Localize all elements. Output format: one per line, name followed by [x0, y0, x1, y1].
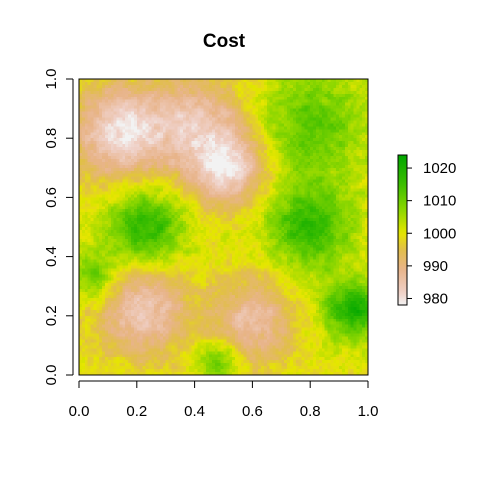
y-tick-label: 0.0: [43, 365, 60, 386]
x-tick-label: 0.2: [126, 403, 147, 420]
x-tick-label: 1.0: [358, 403, 379, 420]
y-tick-label: 1.0: [43, 69, 60, 90]
y-tick-label: 0.4: [43, 246, 60, 267]
x-axis: 0.0 0.2 0.4 0.6 0.8 1.0: [69, 380, 379, 420]
legend-tick-label: 1020: [423, 160, 456, 177]
x-tick-label: 0.8: [300, 403, 321, 420]
plot-frame: [78, 78, 369, 376]
x-tick-label: 0.4: [184, 403, 205, 420]
y-tick-label: 0.2: [43, 305, 60, 326]
legend-color-bar: [397, 154, 408, 306]
x-tick-label: 0.0: [69, 403, 90, 420]
legend-tick-label: 980: [423, 290, 448, 307]
legend-tick-label: 1010: [423, 193, 456, 210]
y-axis: 0.0 0.2 0.4 0.6 0.8 1.0: [43, 69, 74, 386]
legend-tick-label: 1000: [423, 225, 456, 242]
legend-tick-label: 990: [423, 258, 448, 275]
y-tick-label: 0.6: [43, 187, 60, 208]
y-tick-label: 0.8: [43, 128, 60, 149]
chart-title: Cost: [203, 31, 246, 52]
color-legend: 980 990 1000 1010 1020: [397, 154, 456, 307]
heatmap-raster: [79, 79, 368, 375]
x-tick-label: 0.6: [242, 403, 263, 420]
